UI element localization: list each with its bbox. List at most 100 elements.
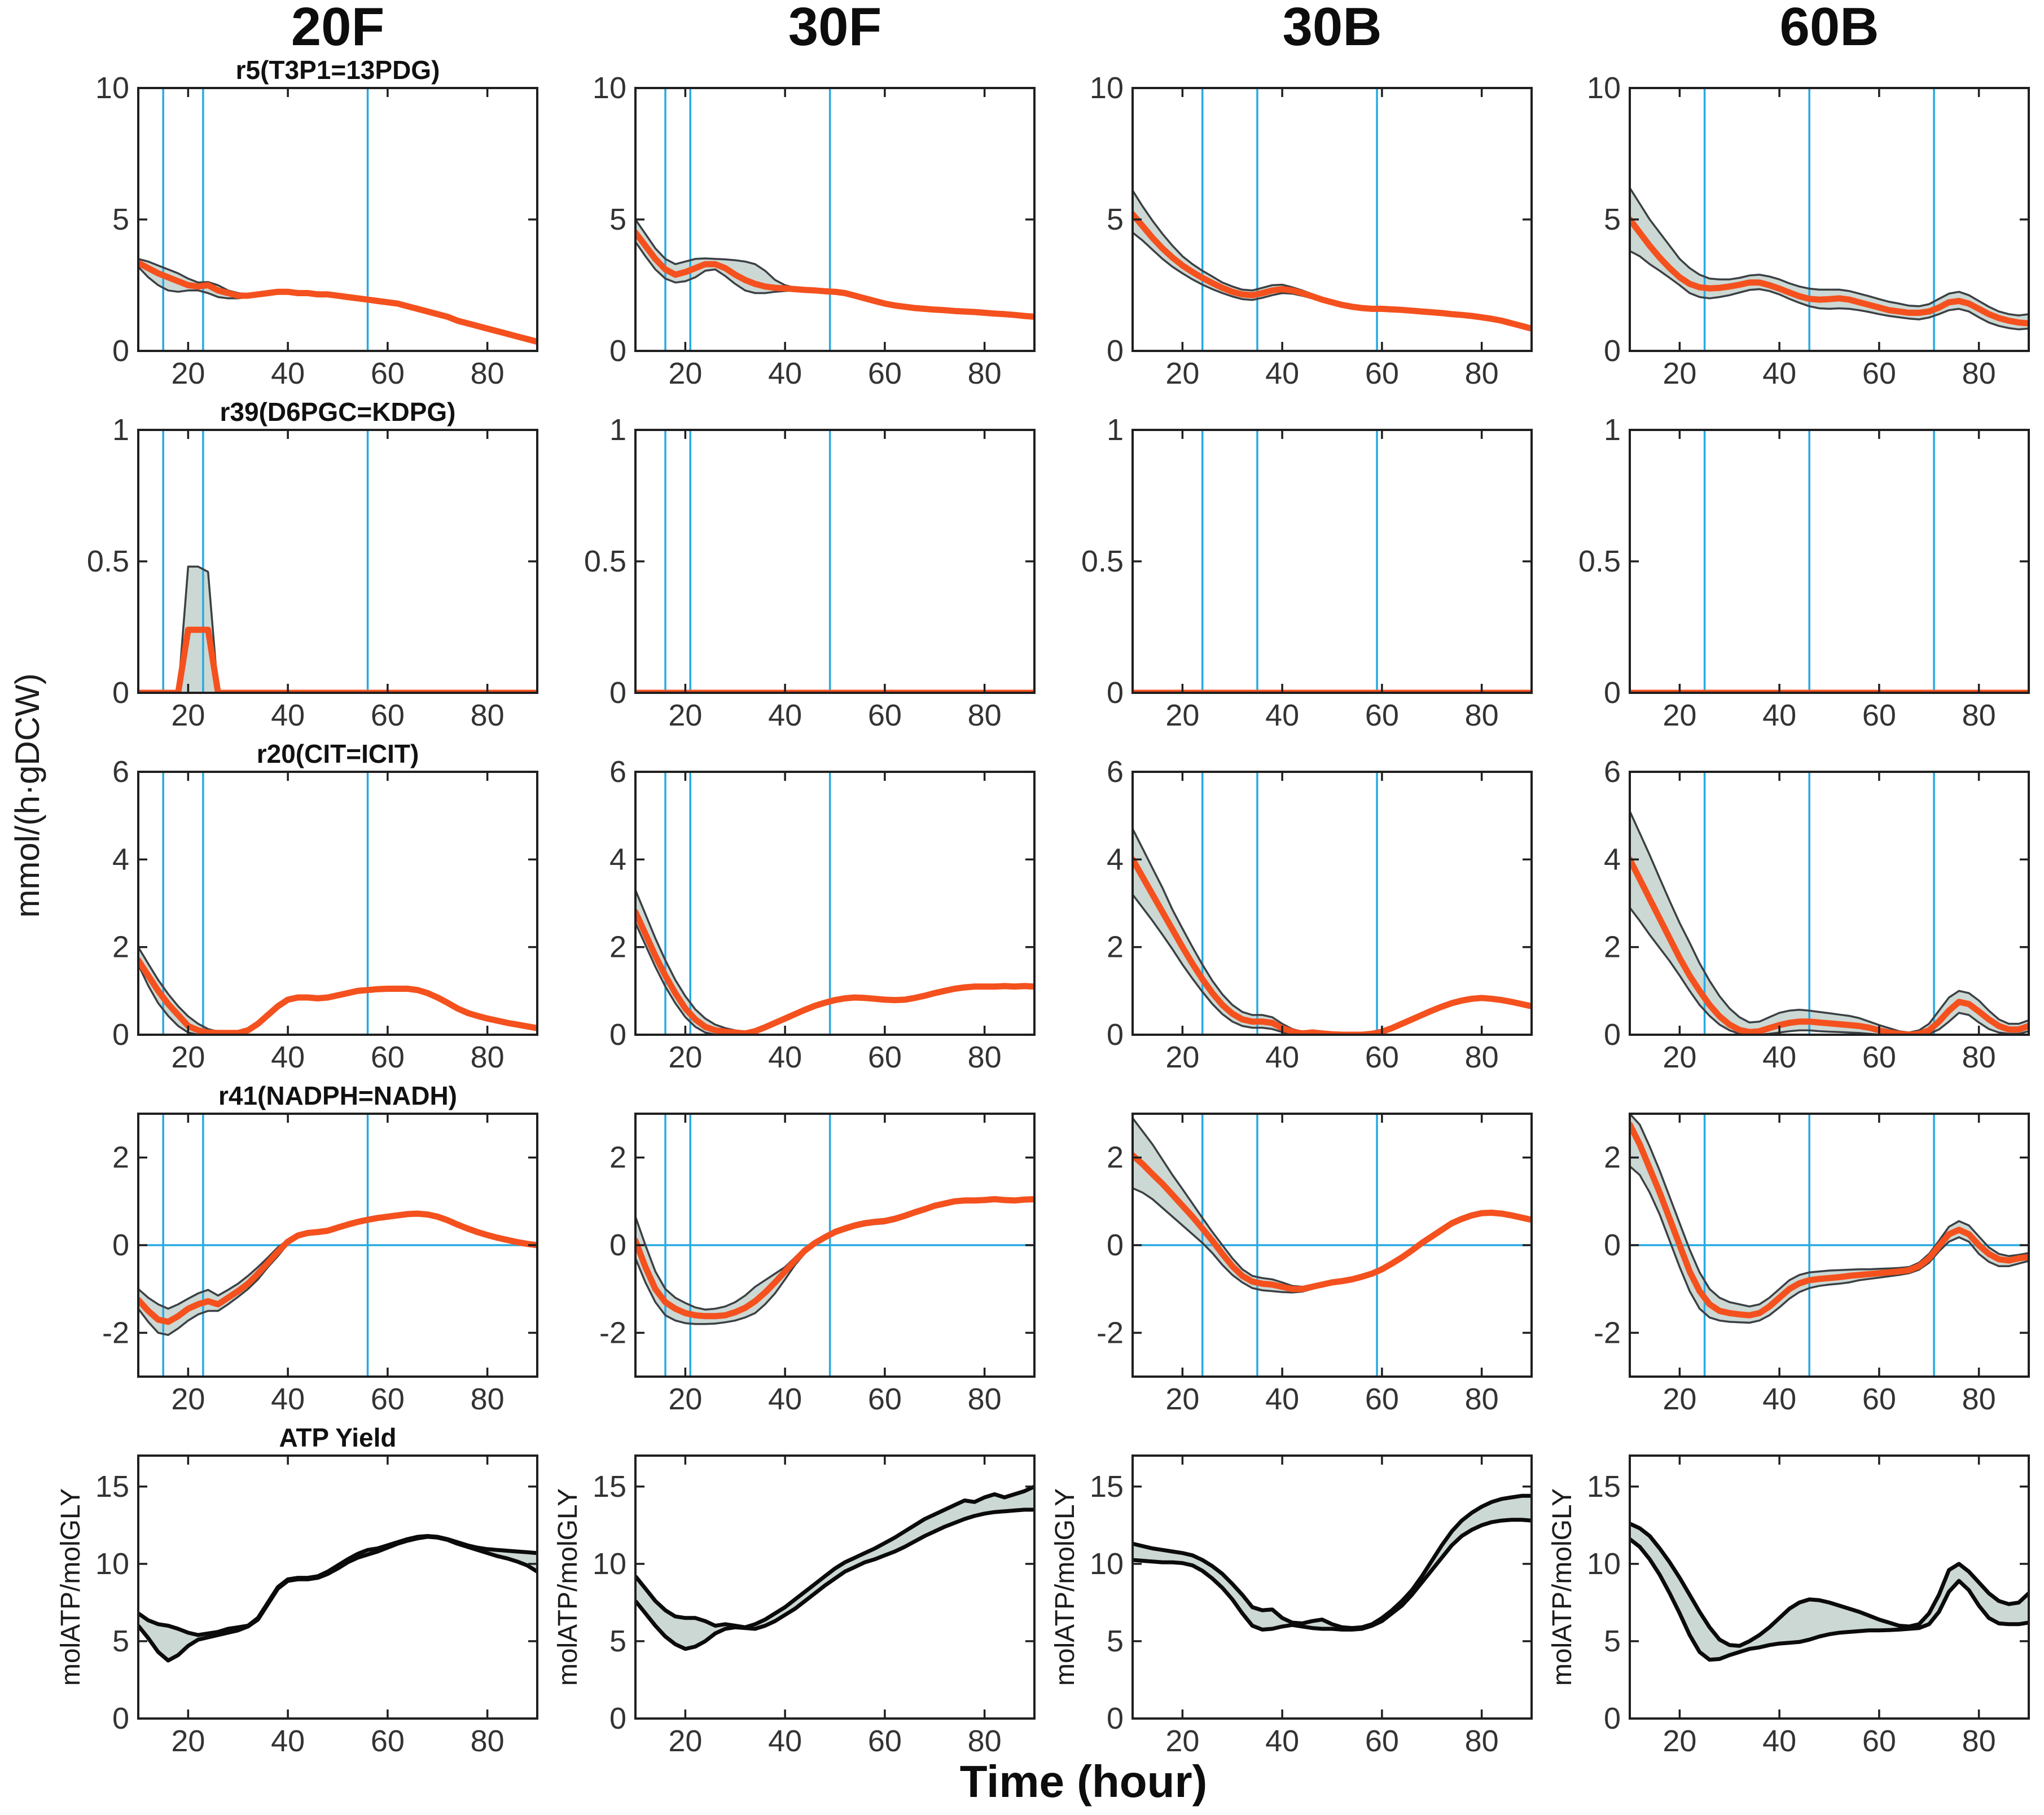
svg-text:5: 5 <box>1604 1624 1621 1658</box>
svg-text:80: 80 <box>1962 357 1996 390</box>
svg-text:0: 0 <box>112 1702 129 1735</box>
svg-text:molATP/molGLY: molATP/molGLY <box>56 1488 86 1686</box>
svg-text:60: 60 <box>1365 1724 1399 1758</box>
svg-text:80: 80 <box>1465 1724 1499 1758</box>
svg-text:-2: -2 <box>102 1316 129 1350</box>
svg-text:0.5: 0.5 <box>87 544 129 578</box>
svg-text:20: 20 <box>171 1724 205 1758</box>
svg-text:60: 60 <box>868 1040 902 1074</box>
panel-r41-20F: 20 40 60 80 -2 0 2 r41(NADPH=NADH) <box>102 1081 538 1416</box>
svg-text:20: 20 <box>1165 1724 1199 1758</box>
svg-text:2: 2 <box>1107 930 1124 964</box>
svg-text:60: 60 <box>1862 1040 1896 1074</box>
svg-text:10: 10 <box>1090 1547 1124 1581</box>
svg-text:20: 20 <box>1663 698 1696 732</box>
panel-atp-60B: 20 40 60 80 0 5 10 15 molATP/molGLY <box>1547 1454 2030 1758</box>
svg-text:6: 6 <box>609 755 626 789</box>
svg-text:5: 5 <box>1604 203 1621 236</box>
svg-text:20: 20 <box>1165 1040 1199 1074</box>
svg-text:0: 0 <box>609 1018 626 1052</box>
svg-text:r41(NADPH=NADH): r41(NADPH=NADH) <box>218 1081 457 1110</box>
svg-text:60: 60 <box>1365 357 1399 390</box>
svg-text:20: 20 <box>171 357 205 390</box>
panel-r39-30F: 20 40 60 80 0 0.5 1 <box>584 413 1036 732</box>
svg-text:4: 4 <box>112 842 129 876</box>
svg-text:0: 0 <box>1604 334 1621 368</box>
svg-text:-2: -2 <box>599 1316 626 1350</box>
svg-text:20: 20 <box>1165 698 1199 732</box>
svg-text:40: 40 <box>1265 1724 1299 1758</box>
svg-text:40: 40 <box>271 1040 305 1074</box>
panel-r39-20F: 20 40 60 80 0 0.5 1 r39(D6PGC=KDPG) <box>87 397 538 732</box>
svg-text:1: 1 <box>1107 413 1124 447</box>
svg-text:80: 80 <box>1465 1040 1499 1074</box>
svg-text:-2: -2 <box>1594 1316 1621 1350</box>
svg-text:80: 80 <box>471 1724 505 1758</box>
svg-text:15: 15 <box>1587 1470 1621 1504</box>
svg-text:4: 4 <box>609 842 626 876</box>
svg-text:20: 20 <box>1663 357 1696 390</box>
svg-text:0: 0 <box>1604 676 1621 710</box>
svg-text:80: 80 <box>968 1040 1002 1074</box>
svg-text:40: 40 <box>1762 357 1796 390</box>
svg-text:10: 10 <box>1587 71 1621 105</box>
svg-text:20: 20 <box>1663 1382 1696 1416</box>
svg-text:20: 20 <box>668 698 702 732</box>
svg-text:40: 40 <box>768 1382 802 1416</box>
svg-text:2: 2 <box>112 930 129 964</box>
panel-r41-30F: 20 40 60 80 -2 0 2 <box>599 1113 1036 1416</box>
svg-text:20: 20 <box>668 357 702 390</box>
svg-text:15: 15 <box>593 1470 626 1504</box>
panel-atp-30B: 20 40 60 80 0 5 10 15 molATP/molGLY <box>1050 1454 1533 1758</box>
svg-text:0.5: 0.5 <box>1081 544 1124 578</box>
svg-text:40: 40 <box>1762 1724 1796 1758</box>
svg-text:40: 40 <box>768 357 802 390</box>
svg-text:4: 4 <box>1107 842 1124 876</box>
svg-text:10: 10 <box>593 71 626 105</box>
svg-text:60: 60 <box>371 698 405 732</box>
svg-text:60: 60 <box>868 1382 902 1416</box>
svg-text:10: 10 <box>593 1547 626 1581</box>
svg-text:40: 40 <box>271 357 305 390</box>
svg-text:r5(T3P1=13PDG): r5(T3P1=13PDG) <box>236 55 440 85</box>
svg-text:40: 40 <box>1762 1382 1796 1416</box>
svg-text:60: 60 <box>1365 698 1399 732</box>
svg-text:4: 4 <box>1604 842 1621 876</box>
svg-text:20: 20 <box>668 1040 702 1074</box>
svg-text:0: 0 <box>112 334 129 368</box>
svg-text:60: 60 <box>868 698 902 732</box>
svg-text:10: 10 <box>95 71 129 105</box>
svg-text:40: 40 <box>1265 1382 1299 1416</box>
svg-text:60: 60 <box>1862 698 1896 732</box>
svg-text:40: 40 <box>1265 698 1299 732</box>
svg-text:5: 5 <box>609 1624 626 1658</box>
svg-text:0: 0 <box>112 1018 129 1052</box>
svg-text:40: 40 <box>1762 698 1796 732</box>
svg-text:20: 20 <box>668 1724 702 1758</box>
svg-text:20: 20 <box>1165 1382 1199 1416</box>
svg-text:5: 5 <box>609 203 626 236</box>
svg-text:molATP/molGLY: molATP/molGLY <box>1050 1488 1080 1686</box>
x-axis-label-time: Time (hour) <box>959 1756 1208 1807</box>
svg-text:80: 80 <box>1962 1040 1996 1074</box>
svg-text:20: 20 <box>1663 1724 1696 1758</box>
svg-text:20: 20 <box>171 1382 205 1416</box>
svg-text:40: 40 <box>1762 1040 1796 1074</box>
svg-text:40: 40 <box>768 698 802 732</box>
svg-text:1: 1 <box>609 413 626 447</box>
svg-text:2: 2 <box>1604 930 1621 964</box>
svg-text:15: 15 <box>1090 1470 1124 1504</box>
svg-text:60: 60 <box>371 1040 405 1074</box>
svg-text:40: 40 <box>768 1724 802 1758</box>
svg-text:2: 2 <box>112 1141 129 1175</box>
svg-text:80: 80 <box>968 1724 1002 1758</box>
svg-text:80: 80 <box>968 698 1002 732</box>
svg-text:0: 0 <box>1604 1018 1621 1052</box>
svg-text:0: 0 <box>112 1228 129 1262</box>
svg-text:molATP/molGLY: molATP/molGLY <box>553 1488 583 1686</box>
svg-text:80: 80 <box>471 1382 505 1416</box>
svg-text:40: 40 <box>271 1382 305 1416</box>
svg-text:80: 80 <box>968 357 1002 390</box>
svg-text:60: 60 <box>1862 1724 1896 1758</box>
svg-text:80: 80 <box>1962 1724 1996 1758</box>
